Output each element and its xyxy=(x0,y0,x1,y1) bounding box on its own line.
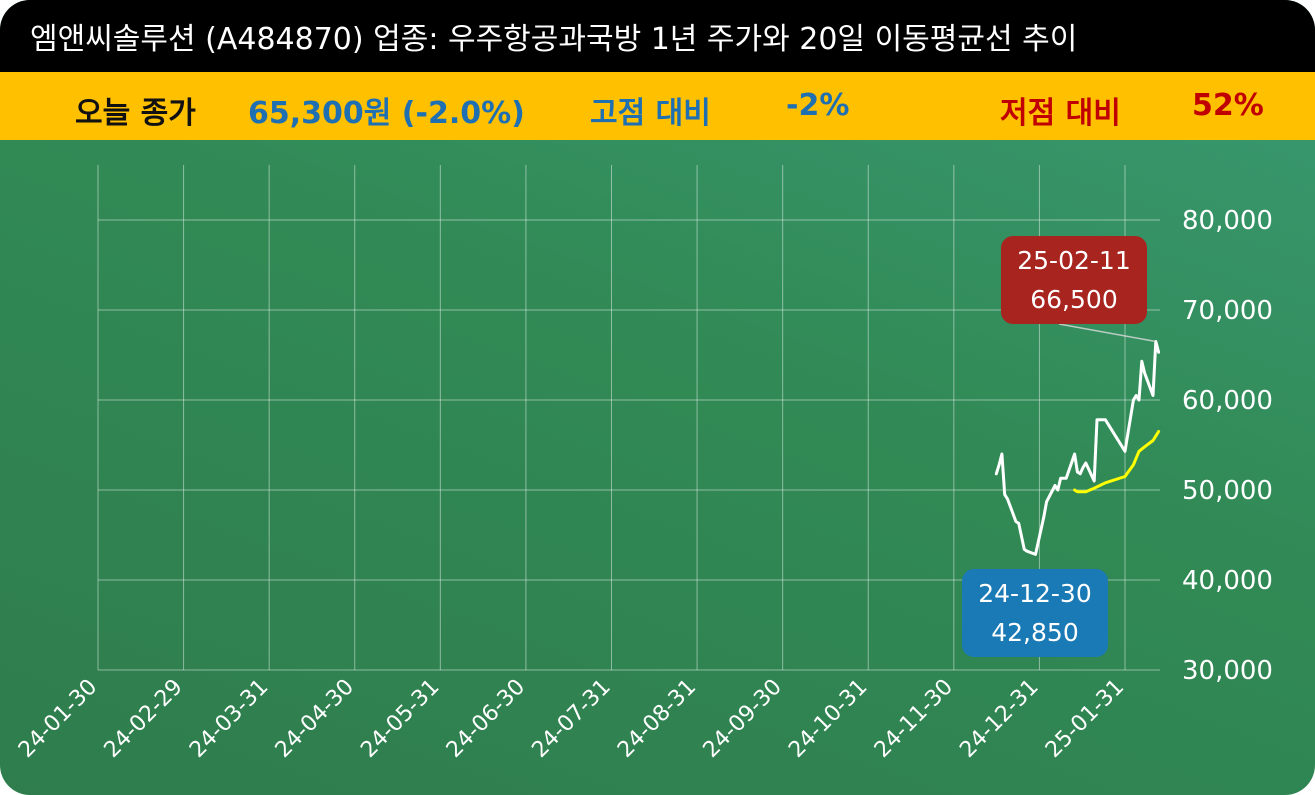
grid-lines xyxy=(97,165,1160,671)
y-tick-label: 50,000 xyxy=(1182,476,1273,506)
x-tick-label: 24-10-31 xyxy=(784,675,872,763)
price-line xyxy=(994,340,1161,556)
x-tick-label: 24-07-31 xyxy=(527,675,615,763)
x-tick-label: 24-08-31 xyxy=(613,675,701,763)
high-date-label: 25-02-11 xyxy=(1017,246,1130,275)
x-tick-label: 24-05-31 xyxy=(356,675,444,763)
moving-average-line xyxy=(1073,430,1161,494)
high-callout-box xyxy=(1001,236,1147,324)
low-value-label: 42,850 xyxy=(991,618,1078,647)
y-tick-label: 60,000 xyxy=(1182,386,1273,416)
low-compare-label: 저점 대비 xyxy=(1000,96,1121,131)
low-compare-value: 52% xyxy=(1192,88,1264,123)
x-tick-label: 24-11-30 xyxy=(870,675,958,763)
x-tick-label: 24-12-31 xyxy=(955,675,1043,763)
high-compare-value: -2% xyxy=(786,88,850,123)
x-tick-label: 24-06-30 xyxy=(442,675,530,763)
high-compare-label: 고점 대비 xyxy=(590,96,711,131)
x-tick-label: 24-02-29 xyxy=(100,675,188,763)
x-tick-label: 24-01-30 xyxy=(14,675,102,763)
series-layer xyxy=(994,340,1161,556)
title-bar: 엠앤씨솔루션 (A484870) 업종: 우주항공과국방 1년 주가와 20일 … xyxy=(0,0,1315,72)
y-tick-label: 30,000 xyxy=(1182,656,1273,686)
close-value: 65,300원 (-2.0%) xyxy=(248,96,525,131)
x-tick-label: 24-04-30 xyxy=(271,675,359,763)
callouts: 25-02-11 66,500 24-12-30 42,850 xyxy=(962,236,1156,657)
y-tick-label: 80,000 xyxy=(1182,206,1273,236)
y-tick-label: 40,000 xyxy=(1182,566,1273,596)
x-axis-ticks: 24-01-3024-02-2924-03-3124-04-3024-05-31… xyxy=(14,675,1129,763)
y-tick-label: 70,000 xyxy=(1182,296,1273,326)
x-tick-label: 24-09-30 xyxy=(699,675,787,763)
high-callout-leader xyxy=(1058,323,1156,343)
chart-title: 엠앤씨솔루션 (A484870) 업종: 우주항공과국방 1년 주가와 20일 … xyxy=(30,22,1078,57)
x-tick-label: 25-01-31 xyxy=(1041,675,1129,763)
y-axis-ticks: 30,000 40,000 50,000 60,000 70,000 80,000 xyxy=(1182,206,1273,686)
close-label: 오늘 종가 xyxy=(75,96,196,131)
stats-bar: 오늘 종가 65,300원 (-2.0%) 고점 대비 -2% 저점 대비 52… xyxy=(0,72,1315,140)
low-date-label: 24-12-30 xyxy=(978,579,1091,608)
high-value-label: 66,500 xyxy=(1030,285,1117,314)
low-callout: 24-12-30 42,850 xyxy=(962,569,1108,657)
x-tick-label: 24-03-31 xyxy=(185,675,273,763)
price-chart: 30,000 40,000 50,000 60,000 70,000 80,000 24-… xyxy=(14,165,1273,763)
low-callout-box xyxy=(962,569,1108,657)
high-callout: 25-02-11 66,500 xyxy=(1001,236,1156,343)
